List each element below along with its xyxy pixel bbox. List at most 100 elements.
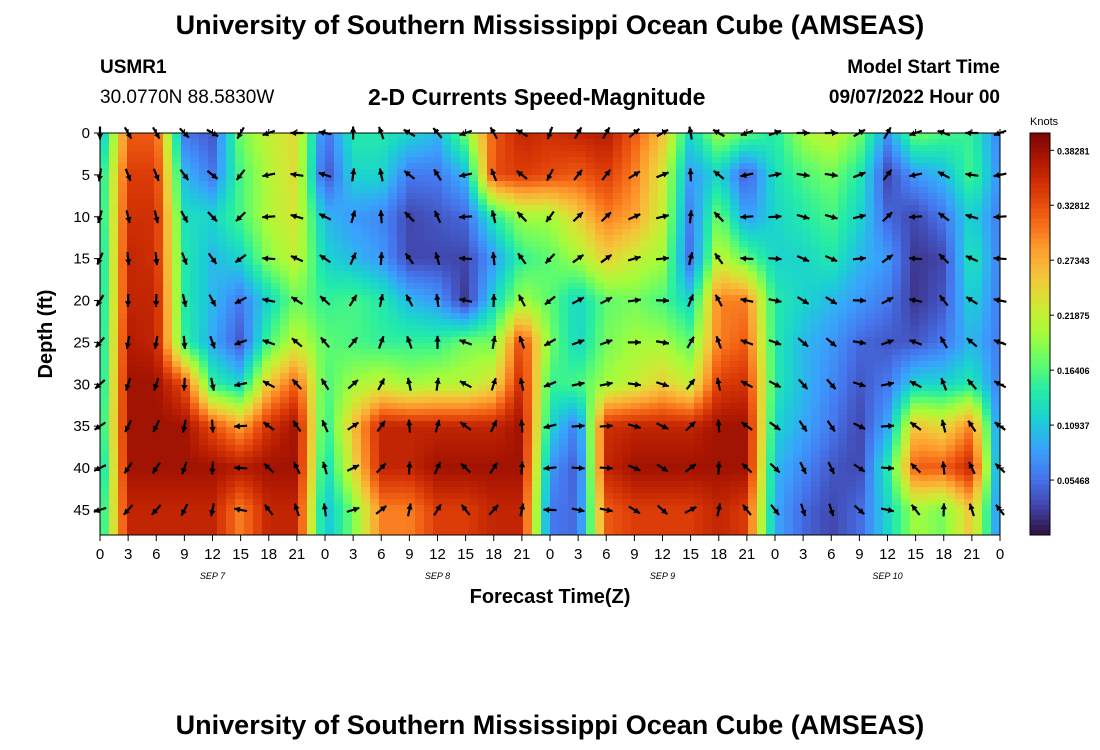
heatmap-cell bbox=[622, 133, 632, 140]
heatmap-cell bbox=[172, 151, 182, 158]
heatmap-cell bbox=[316, 433, 326, 440]
heatmap-cell bbox=[523, 157, 533, 164]
heatmap-cell bbox=[244, 445, 254, 452]
heatmap-cell bbox=[649, 481, 659, 488]
heatmap-cell bbox=[631, 529, 641, 536]
heatmap-cell bbox=[109, 397, 119, 404]
heatmap-cell bbox=[577, 235, 587, 242]
heatmap-cell bbox=[118, 175, 128, 182]
heatmap-cell bbox=[388, 151, 398, 158]
heatmap-cell bbox=[235, 163, 245, 170]
heatmap-cell bbox=[208, 523, 218, 530]
heatmap-cell bbox=[604, 151, 614, 158]
heatmap-cell bbox=[514, 499, 524, 506]
heatmap-cell bbox=[370, 355, 380, 362]
heatmap-cell bbox=[136, 313, 146, 320]
heatmap-cell bbox=[694, 331, 704, 338]
heatmap-cell bbox=[442, 235, 452, 242]
heatmap-cell bbox=[694, 391, 704, 398]
heatmap-cell bbox=[694, 313, 704, 320]
heatmap-cell bbox=[487, 199, 497, 206]
heatmap-cell bbox=[748, 379, 758, 386]
heatmap-cell bbox=[325, 247, 335, 254]
heatmap-cell bbox=[613, 373, 623, 380]
heatmap-cell bbox=[397, 469, 407, 476]
heatmap-cell bbox=[595, 385, 605, 392]
heatmap-cell bbox=[136, 415, 146, 422]
heatmap-cell bbox=[325, 457, 335, 464]
heatmap-cell bbox=[649, 523, 659, 530]
heatmap-cell bbox=[487, 355, 497, 362]
heatmap-cell bbox=[307, 367, 317, 374]
heatmap-cell bbox=[280, 409, 290, 416]
heatmap-cell bbox=[541, 469, 551, 476]
heatmap-cell bbox=[334, 145, 344, 152]
heatmap-cell bbox=[703, 289, 713, 296]
heatmap-cell bbox=[325, 295, 335, 302]
heatmap-cell bbox=[595, 505, 605, 512]
heatmap-cell bbox=[514, 361, 524, 368]
heatmap-cell bbox=[640, 469, 650, 476]
heatmap-cell bbox=[559, 169, 569, 176]
heatmap-cell bbox=[415, 385, 425, 392]
heatmap-cell bbox=[334, 403, 344, 410]
heatmap-cell bbox=[433, 283, 443, 290]
heatmap-cell bbox=[541, 265, 551, 272]
heatmap-cell bbox=[379, 235, 389, 242]
heatmap-cell bbox=[586, 139, 596, 146]
heatmap-cell bbox=[424, 331, 434, 338]
heatmap-cell bbox=[136, 241, 146, 248]
heatmap-cell bbox=[424, 235, 434, 242]
heatmap-cell bbox=[316, 337, 326, 344]
heatmap-cell bbox=[460, 169, 470, 176]
heatmap-cell bbox=[568, 313, 578, 320]
heatmap-cell bbox=[604, 205, 614, 212]
heatmap-cell bbox=[136, 451, 146, 458]
heatmap-cell bbox=[217, 517, 227, 524]
heatmap-cell bbox=[127, 505, 137, 512]
heatmap-cell bbox=[460, 439, 470, 446]
heatmap-cell bbox=[433, 481, 443, 488]
heatmap-cell bbox=[154, 469, 164, 476]
heatmap-cell bbox=[235, 157, 245, 164]
heatmap-cell bbox=[703, 337, 713, 344]
heatmap-cell bbox=[469, 301, 479, 308]
heatmap-cell bbox=[190, 313, 200, 320]
heatmap-cell bbox=[541, 271, 551, 278]
heatmap-cell bbox=[640, 463, 650, 470]
heatmap-cell bbox=[739, 427, 749, 434]
heatmap-cell bbox=[226, 379, 236, 386]
heatmap-cell bbox=[298, 295, 308, 302]
heatmap-cell bbox=[694, 259, 704, 266]
heatmap-cell bbox=[145, 175, 155, 182]
heatmap-cell bbox=[748, 529, 758, 536]
heatmap-cell bbox=[118, 499, 128, 506]
heatmap-cell bbox=[712, 457, 722, 464]
heatmap-cell bbox=[244, 391, 254, 398]
heatmap-cell bbox=[694, 169, 704, 176]
heatmap-cell bbox=[217, 343, 227, 350]
heatmap-cell bbox=[442, 427, 452, 434]
heatmap-cell bbox=[622, 355, 632, 362]
heatmap-cell bbox=[577, 139, 587, 146]
heatmap-cell bbox=[559, 409, 569, 416]
heatmap-cell bbox=[577, 247, 587, 254]
heatmap-cell bbox=[190, 169, 200, 176]
heatmap-cell bbox=[253, 373, 263, 380]
heatmap-cell bbox=[568, 433, 578, 440]
heatmap-cell bbox=[631, 469, 641, 476]
heatmap-cell bbox=[757, 205, 767, 212]
heatmap-cell bbox=[406, 157, 416, 164]
heatmap-cell bbox=[766, 325, 776, 332]
heatmap-cell bbox=[154, 373, 164, 380]
heatmap-cell bbox=[145, 463, 155, 470]
heatmap-cell bbox=[478, 427, 488, 434]
heatmap-cell bbox=[658, 319, 668, 326]
heatmap-cell bbox=[172, 463, 182, 470]
heatmap-cell bbox=[595, 469, 605, 476]
heatmap-cell bbox=[757, 427, 767, 434]
heatmap-cell bbox=[298, 445, 308, 452]
heatmap-cell bbox=[748, 169, 758, 176]
heatmap-cell bbox=[550, 427, 560, 434]
heatmap-cell bbox=[541, 295, 551, 302]
